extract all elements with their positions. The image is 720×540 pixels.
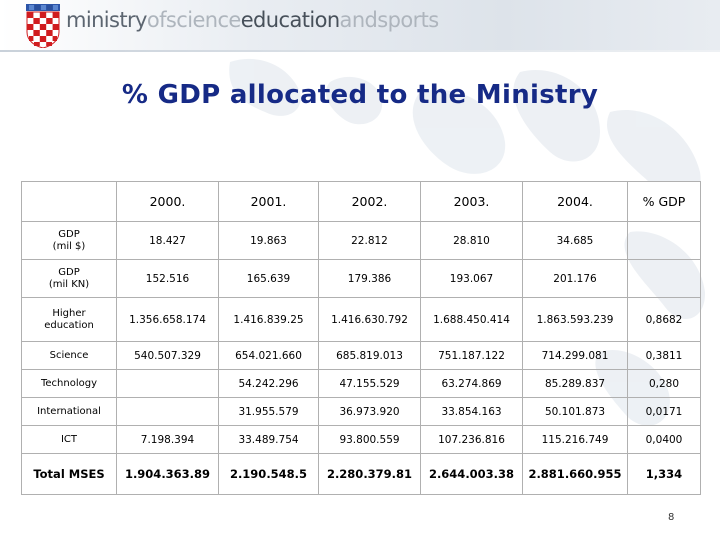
table-row: GDP (mil KN) 152.516 165.639 179.386 193.… — [21, 259, 701, 298]
table-cell: 1,334 — [627, 453, 701, 495]
column-header-2003: 2003. — [420, 181, 523, 222]
table-cell: 0,0400 — [627, 425, 701, 454]
table-cell: 1.416.630.792 — [318, 297, 421, 342]
logo-word-andsports: andsports — [339, 8, 440, 32]
table-cell: 1.688.450.414 — [420, 297, 523, 342]
table-cell: 165.639 — [218, 259, 319, 298]
table-cell: 28.810 — [420, 221, 523, 260]
table-row-total: Total MSES 1.904.363.89 2.190.548.5 2.28… — [21, 453, 701, 495]
table-cell: 0,8682 — [627, 297, 701, 342]
table-cell: 50.101.873 — [522, 397, 628, 426]
table-cell: 654.021.660 — [218, 341, 319, 370]
table-header-row: 2000. 2001. 2002. 2003. 2004. % GDP — [21, 181, 701, 222]
table-cell: 85.289.837 — [522, 369, 628, 398]
column-header-pct-gdp: % GDP — [627, 181, 701, 222]
table-cell: 540.507.329 — [116, 341, 219, 370]
page-title: % GDP allocated to the Ministry — [121, 80, 599, 110]
table-cell: 33.854.163 — [420, 397, 523, 426]
table-cell: 2.190.548.5 — [218, 453, 319, 495]
table-cell: 0,3811 — [627, 341, 701, 370]
column-header-2001: 2001. — [218, 181, 319, 222]
table-cell: 19.863 — [218, 221, 319, 260]
page-number: 8 — [668, 512, 675, 523]
table-cell: 31.955.579 — [218, 397, 319, 426]
table-cell: 1.416.839.25 — [218, 297, 319, 342]
column-header-empty — [21, 181, 117, 222]
gdp-allocation-table: 2000. 2001. 2002. 2003. 2004. % GDP GDP(… — [21, 181, 701, 495]
table-cell: 33.489.754 — [218, 425, 319, 454]
table-cell: 201.176 — [522, 259, 628, 298]
table-row: GDP (mil $) 18.427 19.863 22.812 28.810 3… — [21, 221, 701, 260]
table-cell: 93.800.559 — [318, 425, 421, 454]
table-cell: 193.067 — [420, 259, 523, 298]
table-cell: 34.685 — [522, 221, 628, 260]
row-label-science: Science — [21, 341, 117, 370]
table-cell: 22.812 — [318, 221, 421, 260]
table-cell: 152.516 — [116, 259, 219, 298]
row-label-ict: ICT — [21, 425, 117, 454]
logo-word-ofscience: ofscience — [146, 8, 241, 32]
table-cell: 1.904.363.89 — [116, 453, 219, 495]
table-cell — [627, 221, 701, 260]
table-cell: 36.973.920 — [318, 397, 421, 426]
table-row: International 31.955.579 36.973.920 33.8… — [21, 397, 701, 426]
table-cell: 2.881.660.955 — [522, 453, 628, 495]
logo-word-ministry: ministry — [66, 8, 147, 32]
table-cell: 2.644.003.38 — [420, 453, 523, 495]
table-cell: 685.819.013 — [318, 341, 421, 370]
logo-word-education: education — [240, 8, 340, 32]
table-cell — [627, 259, 701, 298]
table-cell: 0,280 — [627, 369, 701, 398]
table-cell: 2.280.379.81 — [318, 453, 421, 495]
croatian-coat-of-arms-icon — [26, 4, 60, 48]
table-cell: 63.274.869 — [420, 369, 523, 398]
row-label-total-mses: Total MSES — [21, 453, 117, 495]
column-header-2002: 2002. — [318, 181, 421, 222]
table-cell — [116, 369, 219, 398]
ministry-logo-text: ministryofscienceeducationandsports — [66, 8, 439, 32]
row-label-gdp-mil-usd: GDP (mil $) — [21, 221, 117, 260]
table-cell: 0,0171 — [627, 397, 701, 426]
table-row: Technology 54.242.296 47.155.529 63.274.… — [21, 369, 701, 398]
table-cell: 179.386 — [318, 259, 421, 298]
table-row: Higher education 1.356.658.174 1.416.839.… — [21, 297, 701, 342]
table-row: ICT 7.198.394 33.489.754 93.800.559 107.… — [21, 425, 701, 454]
table-cell: 751.187.122 — [420, 341, 523, 370]
column-header-2000: 2000. — [116, 181, 219, 222]
header-band — [0, 0, 720, 52]
table-cell: 54.242.296 — [218, 369, 319, 398]
table-cell: 1.863.593.239 — [522, 297, 628, 342]
table-cell: 7.198.394 — [116, 425, 219, 454]
table-cell: 47.155.529 — [318, 369, 421, 398]
table-cell: 714.299.081 — [522, 341, 628, 370]
column-header-2004: 2004. — [522, 181, 628, 222]
row-label-international: International — [21, 397, 117, 426]
table-cell: 107.236.816 — [420, 425, 523, 454]
table-cell — [116, 397, 219, 426]
table-cell: 115.216.749 — [522, 425, 628, 454]
header-rule — [0, 50, 720, 52]
table-cell: 18.427 — [116, 221, 219, 260]
row-label-technology: Technology — [21, 369, 117, 398]
table-cell: 1.356.658.174 — [116, 297, 219, 342]
row-label-gdp-mil-kn: GDP (mil KN) — [21, 259, 117, 298]
table-row: Science 540.507.329 654.021.660 685.819.… — [21, 341, 701, 370]
row-label-higher-education: Higher education — [21, 297, 117, 342]
